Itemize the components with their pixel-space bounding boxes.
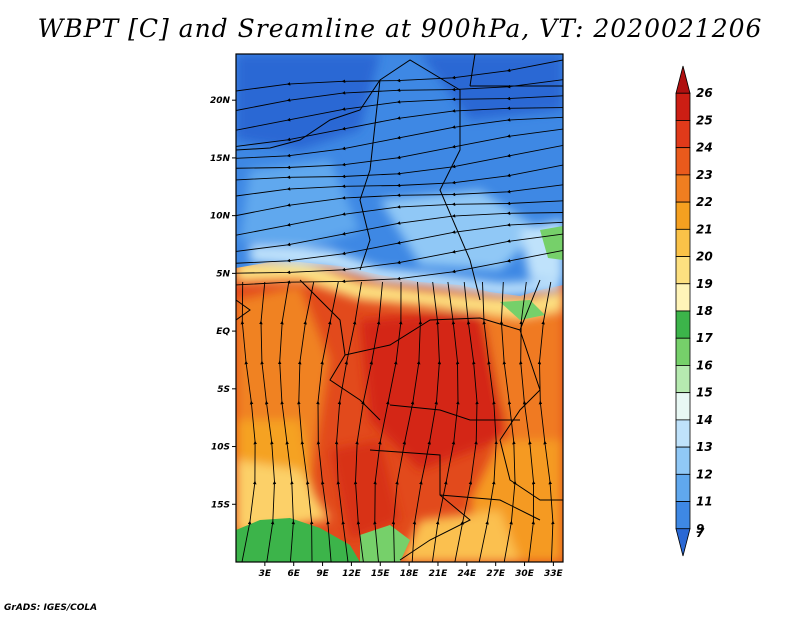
colorbar-label: 16: [696, 358, 713, 372]
grads-credit: GrADS: IGES/COLA: [4, 603, 98, 613]
colorbar-label: 13: [696, 440, 713, 454]
colorbar-segment: [675, 201, 691, 230]
streamline: [518, 281, 536, 562]
colorbar-label: 12: [696, 467, 713, 481]
streamline: [454, 281, 479, 562]
colorbar-label: 23: [696, 168, 713, 182]
streamline: [478, 281, 499, 562]
y-axis: 20N 15N 10N 5N EQ 5S 10S 15S: [210, 96, 236, 510]
x-tick-label: 9E: [316, 569, 329, 579]
south-light-green-area: [360, 525, 410, 562]
y-tick-label: 5S: [217, 385, 230, 395]
streamline: [334, 281, 362, 562]
y-tick-label: 20N: [210, 96, 231, 106]
streamline: [259, 281, 277, 562]
colorbar-segment: [675, 92, 691, 121]
colorbar-label: 25: [696, 113, 713, 127]
x-axis: 3E 6E 9E 12E 15E 18E 21E 24E 27E 30E 33E: [259, 562, 564, 579]
x-tick-label: 27E: [486, 569, 506, 579]
colorbar-segment: [675, 446, 691, 475]
y-tick-label: 15S: [211, 500, 230, 510]
x-tick-label: 24E: [457, 569, 477, 579]
x-tick-label: 6E: [287, 569, 300, 579]
colorbar-label: 9: [696, 522, 704, 536]
colorbar-label: 24: [696, 141, 713, 155]
colorbar-label: 22: [696, 195, 713, 209]
colorbar-segment: [675, 419, 691, 448]
colorbar-segment: [675, 120, 691, 149]
map-frame: [235, 53, 564, 563]
streamlines: [236, 59, 563, 562]
chart-title: WBPT [C] and Sreamline at 900hPa, VT: 20…: [37, 14, 763, 43]
colorbar-segment: [675, 528, 691, 557]
map-field: [236, 54, 563, 562]
colorbar-segment: [675, 392, 691, 421]
colorbar-label: 14: [696, 413, 713, 427]
x-tick-label: 15E: [371, 569, 391, 579]
x-tick-label: 18E: [400, 569, 420, 579]
colorbar-label: 21: [696, 222, 713, 236]
streamline: [236, 249, 563, 286]
colorbar-label: 19: [696, 277, 713, 291]
streamline: [316, 281, 339, 562]
colorbar-label: 26: [696, 86, 713, 100]
colorbar-label: 18: [696, 304, 713, 318]
colorbar-segment: [675, 473, 691, 502]
colorbar-segment: [675, 283, 691, 312]
colorbar-segment: [675, 310, 691, 339]
colorbar-label: 20: [696, 250, 713, 264]
streamline: [499, 281, 517, 562]
colorbar-segment: [675, 256, 691, 285]
colorbar-label: 15: [696, 386, 713, 400]
colorbar-label: 17: [696, 331, 713, 345]
colorbar: 26 25 24 23 22 21 20 19 18 17 16 15 14 13 12 11 97: [675, 65, 713, 557]
colorbar-segment: [675, 228, 691, 257]
streamline: [277, 281, 296, 562]
colorbar-label: 11: [696, 495, 713, 509]
streamline: [537, 281, 555, 562]
y-tick-label: 15N: [210, 154, 231, 164]
colorbar-segment: [675, 65, 691, 94]
x-tick-label: 3E: [259, 569, 272, 579]
x-tick-label: 21E: [429, 569, 449, 579]
south-green-region: [236, 518, 360, 562]
colorbar-segment: [675, 365, 691, 394]
streamline: [297, 281, 315, 562]
y-tick-label: 10N: [210, 212, 231, 222]
streamline: [240, 281, 257, 562]
streamline: [236, 59, 563, 92]
x-tick-label: 30E: [515, 569, 535, 579]
colorbar-segment: [675, 147, 691, 176]
colorbar-label: 7: [696, 526, 705, 540]
x-tick-label: 12E: [342, 569, 362, 579]
colorbar-segment: [675, 174, 691, 203]
y-tick-label: 5N: [216, 269, 230, 279]
y-tick-label: EQ: [216, 327, 230, 337]
streamline: [236, 164, 563, 197]
y-tick-label: 10S: [211, 443, 230, 453]
colorbar-segment: [675, 337, 691, 366]
colorbar-segment: [675, 501, 691, 530]
streamline: [431, 281, 460, 562]
x-tick-label: 33E: [544, 569, 564, 579]
